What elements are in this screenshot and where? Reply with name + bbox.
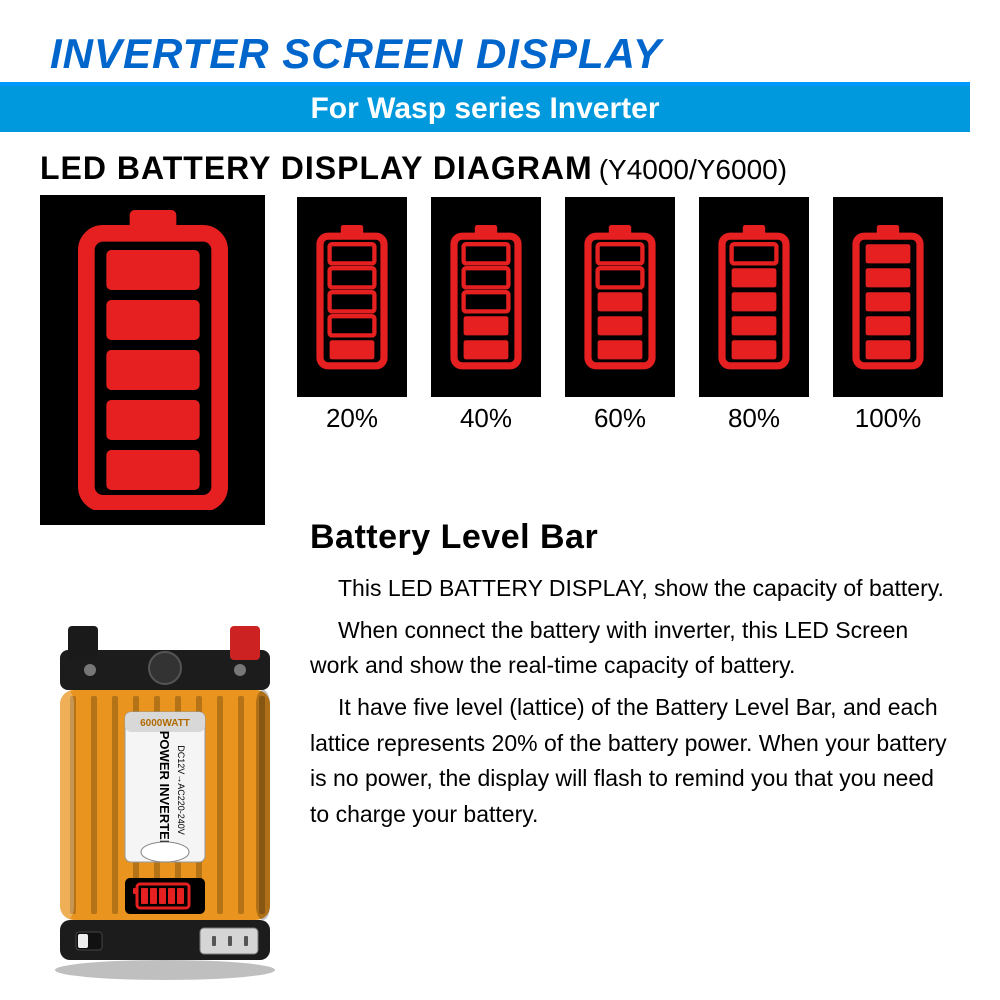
battery-level-item: 40% (431, 197, 541, 434)
battery-row: 20% 40% 60% 80% 100% (0, 195, 1000, 525)
section-title: Battery Level Bar (310, 518, 980, 557)
battery-pct-label: 100% (855, 403, 922, 434)
battery-pct-label: 80% (728, 403, 780, 434)
battery-level-item: 20% (297, 197, 407, 434)
description-block: Battery Level Bar This LED BATTERY DISPL… (310, 518, 980, 832)
diagram-title: LED BATTERY DISPLAY DIAGRAM (40, 150, 593, 187)
battery-icon (848, 212, 928, 382)
battery-level-item: 80% (699, 197, 809, 434)
main-title: INVERTER SCREEN DISPLAY (0, 0, 970, 86)
battery-icon (312, 212, 392, 382)
battery-panel (833, 197, 943, 397)
battery-pct-label: 60% (594, 403, 646, 434)
battery-panel (431, 197, 541, 397)
svg-text:DC12V→AC220-240V: DC12V→AC220-240V (176, 745, 186, 835)
desc-p3: It have five level (lattice) of the Batt… (310, 690, 980, 833)
subtitle-bar: For Wasp series Inverter (0, 86, 970, 132)
desc-p2: When connect the battery with inverter, … (310, 613, 980, 684)
battery-pct-label: 40% (460, 403, 512, 434)
svg-text:6000WATT: 6000WATT (140, 718, 190, 729)
battery-icon (580, 212, 660, 382)
battery-panel (699, 197, 809, 397)
model-tag: (Y4000/Y6000) (599, 154, 787, 186)
small-battery-row: 20% 40% 60% 80% 100% (297, 197, 943, 434)
battery-panel (565, 197, 675, 397)
big-battery-panel (40, 195, 265, 525)
diagram-header: LED BATTERY DISPLAY DIAGRAM (Y4000/Y6000… (0, 132, 1000, 195)
battery-icon (446, 212, 526, 382)
svg-text:POWER INVERTER: POWER INVERTER (157, 731, 172, 850)
battery-icon (714, 212, 794, 382)
battery-level-item: 60% (565, 197, 675, 434)
battery-panel (297, 197, 407, 397)
inverter-illustration: 6000WATT POWER INVERTER DC12V→AC220-240V (30, 620, 300, 980)
battery-pct-label: 20% (326, 403, 378, 434)
battery-level-item: 100% (833, 197, 943, 434)
inverter-svg: 6000WATT POWER INVERTER DC12V→AC220-240V (30, 620, 300, 980)
desc-p1: This LED BATTERY DISPLAY, show the capac… (310, 571, 980, 607)
battery-icon (68, 210, 238, 510)
